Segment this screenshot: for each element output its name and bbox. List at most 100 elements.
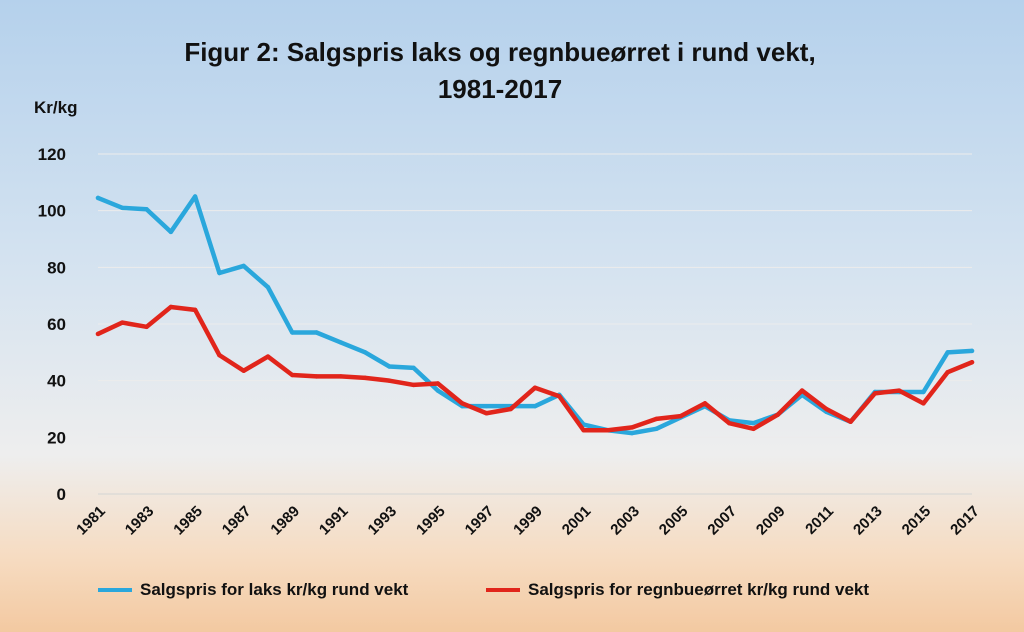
data-point-series-1-2008 [751, 426, 756, 432]
data-point-series-1-1982 [120, 320, 125, 325]
data-point-series-1-1998 [508, 406, 513, 412]
x-tick-label: 2007 [704, 503, 740, 539]
data-point-series-1-1995 [435, 381, 441, 386]
data-point-series-0-1992 [362, 350, 368, 355]
data-point-series-1-1984 [168, 304, 174, 310]
y-tick-label: 60 [47, 315, 66, 334]
data-point-series-0-1985 [192, 194, 198, 199]
data-point-series-1-1989 [290, 372, 295, 378]
chart-title-line-1: Figur 2: Salgspris laks og regnbueørret … [184, 37, 816, 67]
data-point-series-1-1993 [387, 378, 392, 383]
data-point-series-1-1981 [95, 331, 101, 337]
y-tick-label: 20 [47, 428, 66, 447]
data-point-series-0-1990 [314, 330, 319, 335]
x-tick-label: 1981 [73, 503, 109, 539]
data-point-series-1-2004 [654, 416, 659, 422]
data-point-series-1-2005 [678, 413, 683, 419]
legend-swatch-regnbueorret [486, 588, 520, 592]
data-point-series-1-2012 [848, 419, 853, 424]
data-point-series-1-2002 [605, 428, 611, 433]
legend-label-laks: Salgspris for laks kr/kg rund vekt [140, 580, 409, 599]
series-line-0 [95, 194, 975, 436]
data-point-series-1-1990 [314, 374, 319, 379]
x-tick-label: 1989 [267, 503, 303, 539]
x-tick-label: 1995 [413, 503, 449, 539]
chart-title-line-2: 1981-2017 [437, 74, 563, 104]
x-tick-label: 2005 [656, 503, 692, 539]
y-tick-label: 40 [47, 372, 66, 391]
data-point-series-0-2016 [945, 350, 950, 355]
data-point-series-0-1995 [435, 388, 441, 393]
y-tick-label: 100 [38, 202, 66, 221]
data-point-series-1-2015 [921, 401, 926, 406]
data-point-series-0-1981 [95, 195, 101, 201]
data-point-series-0-2015 [921, 389, 926, 395]
data-point-series-1-2014 [896, 388, 902, 393]
y-tick-label: 80 [47, 258, 66, 277]
data-point-series-1-1997 [484, 411, 489, 416]
data-point-series-1-2010 [799, 388, 805, 393]
data-point-series-0-2008 [751, 420, 756, 426]
y-axis-unit-label: Kr/kg [34, 98, 78, 117]
data-point-series-1-1986 [217, 352, 222, 358]
legend-item-regnbueorret: Salgspris for regnbueørret kr/kg rund ve… [486, 580, 869, 600]
data-point-series-0-1991 [338, 340, 343, 345]
x-tick-label: 2017 [947, 503, 983, 539]
data-point-series-0-2004 [654, 426, 659, 432]
x-tick-label: 2013 [850, 503, 886, 539]
x-tick-label: 2011 [802, 503, 837, 538]
x-tick-label: 1997 [462, 503, 498, 539]
data-point-series-1-2009 [775, 412, 780, 417]
x-tick-label: 1987 [219, 503, 255, 539]
data-point-series-1-1987 [241, 368, 246, 373]
data-point-series-1-2001 [581, 428, 586, 433]
x-tick-label: 2003 [607, 503, 643, 539]
data-point-series-0-2017 [969, 348, 975, 354]
legend-item-laks: Salgspris for laks kr/kg rund vekt [98, 580, 408, 600]
data-point-series-0-1984 [168, 229, 174, 235]
data-point-series-0-2003 [629, 430, 635, 436]
data-point-series-0-1983 [144, 207, 149, 212]
x-tick-label: 2001 [559, 503, 595, 539]
legend-label-regnbueorret: Salgspris for regnbueørret kr/kg rund ve… [528, 580, 870, 599]
data-point-series-1-2017 [969, 360, 975, 365]
data-point-series-1-2003 [629, 425, 635, 430]
data-point-series-0-1987 [241, 263, 246, 269]
y-tick-label: 120 [38, 145, 66, 164]
x-tick-label: 2009 [753, 503, 789, 539]
data-point-series-1-1996 [459, 401, 465, 406]
x-tick-label: 1983 [122, 503, 158, 539]
data-point-series-0-1988 [265, 284, 271, 290]
chart-title: Figur 2: Salgspris laks og regnbueørret … [0, 34, 1000, 108]
data-point-series-1-1988 [265, 354, 271, 359]
data-point-series-0-1993 [387, 364, 392, 369]
data-point-series-1-1983 [144, 324, 149, 330]
x-tick-label: 1985 [170, 503, 206, 539]
x-tick-label: 2015 [899, 503, 935, 539]
data-point-series-0-1982 [120, 205, 125, 211]
data-point-series-0-1986 [217, 270, 222, 276]
data-point-series-1-2006 [702, 401, 708, 406]
data-point-series-1-1992 [362, 375, 368, 381]
data-point-series-1-2000 [557, 394, 562, 399]
series-line-1 [95, 304, 975, 433]
data-point-series-1-1994 [411, 382, 416, 388]
data-point-series-1-2016 [945, 369, 950, 375]
x-tick-label: 1999 [510, 503, 546, 539]
data-point-series-0-1997 [484, 403, 489, 409]
data-point-series-1-2007 [727, 420, 732, 426]
data-point-series-1-1991 [338, 374, 343, 379]
data-point-series-0-1994 [411, 365, 416, 371]
data-point-series-1-2013 [872, 391, 878, 396]
chart-legend: Salgspris for laks kr/kg rund vekt Salgs… [0, 580, 1024, 610]
data-point-series-1-1985 [192, 307, 198, 313]
x-tick-label: 1993 [365, 503, 401, 539]
data-point-series-1-2011 [824, 406, 829, 412]
x-tick-label: 1991 [316, 503, 352, 539]
data-point-series-0-1989 [290, 330, 295, 335]
y-tick-label: 0 [57, 485, 66, 504]
data-point-series-0-1999 [532, 403, 538, 409]
data-point-series-1-1999 [532, 385, 538, 390]
